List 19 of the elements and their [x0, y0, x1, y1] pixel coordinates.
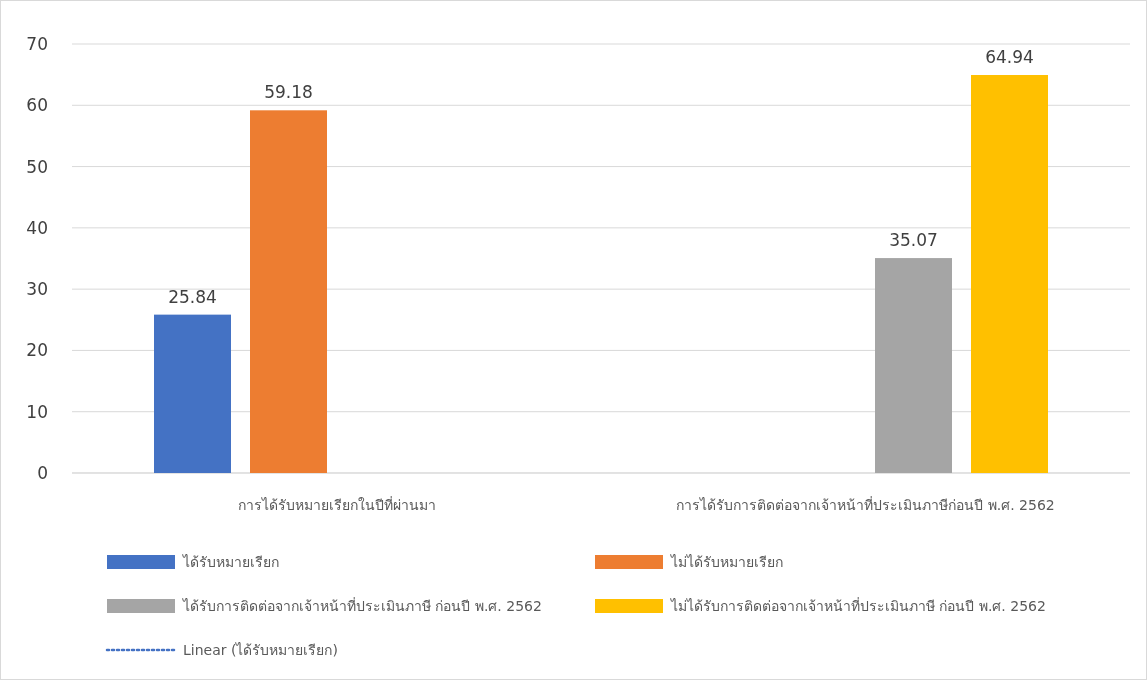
legend-label: ได้รับหมายเรียก — [182, 554, 279, 570]
legend-label: ได้รับการติดต่อจากเจ้าหน้าที่ประเมินภาษี ก่อนปี พ.ศ. 2562 — [182, 597, 542, 614]
data-label: 25.84 — [168, 286, 217, 307]
data-label: 59.18 — [264, 82, 313, 103]
y-tick-label: 70 — [26, 34, 48, 54]
y-tick-label: 0 — [37, 463, 48, 483]
y-tick-label: 40 — [26, 217, 48, 238]
legend-label: Linear (ได้รับหมายเรียก) — [183, 642, 338, 658]
x-tick-label: การได้รับหมายเรียกในปีที่ผ่านมา — [237, 496, 436, 513]
y-tick-label: 50 — [26, 156, 48, 177]
y-tick-label: 30 — [26, 279, 48, 300]
data-label: 64.94 — [985, 47, 1034, 68]
y-tick-label: 10 — [26, 401, 48, 422]
data-label: 35.07 — [889, 230, 938, 251]
legend-label: ไม่ได้รับการติดต่อจากเจ้าหน้าที่ประเมินภาษี ก่อนปี พ.ศ. 2562 — [670, 597, 1046, 614]
y-tick-label: 60 — [26, 95, 48, 116]
y-tick-label: 20 — [26, 340, 48, 361]
legend-label: ไม่ได้รับหมายเรียก — [670, 554, 783, 570]
x-tick-label: การได้รับการติดต่อจากเจ้าหน้าที่ประเมินภาษีก่อนปี พ.ศ. 2562 — [676, 496, 1055, 513]
